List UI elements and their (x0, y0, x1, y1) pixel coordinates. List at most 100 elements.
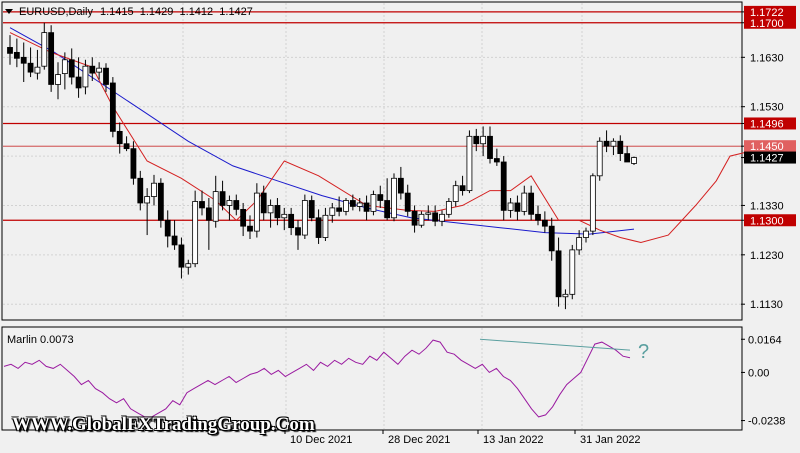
candle-body (528, 192, 535, 215)
candle-body (151, 182, 157, 197)
time-axis: 10 Dec 2021 28 Dec 2021 13 Jan 2022 31 Jan … (284, 430, 641, 446)
candle-body (253, 192, 260, 232)
main-grid (3, 3, 741, 319)
candle-body (466, 135, 473, 192)
candle-body (473, 135, 480, 145)
candle-body (233, 200, 240, 210)
slow-moving-average-line (9, 27, 635, 235)
candle-body (445, 201, 452, 215)
candle-body (68, 59, 75, 78)
candle-body (610, 140, 617, 147)
indicator-tick-label: 0.00 (748, 367, 769, 379)
candle-body (336, 207, 343, 212)
candle-body (493, 158, 500, 163)
candle-body (507, 202, 514, 211)
candle-body (432, 212, 439, 222)
candle-body (247, 225, 253, 232)
candle-body (439, 213, 445, 222)
candle-body (562, 293, 569, 298)
candle-body (624, 153, 631, 163)
candle-body (617, 140, 624, 154)
candle-body (20, 56, 27, 64)
candle-body (411, 210, 418, 226)
candle-body (89, 65, 96, 74)
candle-body (583, 230, 589, 238)
candle-body (205, 207, 212, 221)
candle-body (137, 177, 144, 204)
candle-body (487, 135, 493, 159)
ohlc-readout: 1.1415 1.1429 1.1412 1.1427 (100, 6, 253, 18)
candle-body (288, 213, 295, 229)
time-tick-label: 13 Jan 2022 (483, 434, 544, 446)
price-tick-label: 1.1130 (750, 299, 783, 311)
candle-body (103, 67, 109, 85)
candle-body (13, 51, 20, 59)
watermark-text: WWW.GlobalFXTradingGroup.Com (12, 414, 315, 435)
candle-body (7, 47, 13, 54)
candle-body (596, 140, 603, 177)
candle-body (459, 185, 466, 192)
price-tick-label: 1.1530 (750, 102, 784, 114)
fast-ma-path (9, 32, 765, 244)
candle-body (349, 200, 356, 207)
time-tick-label: 28 Dec 2021 (388, 434, 450, 446)
level-price-tag (744, 5, 796, 18)
level-price-label: 1.1722 (750, 7, 784, 19)
candle-body (55, 74, 61, 85)
candle-body (61, 59, 68, 75)
candle-body (109, 82, 116, 132)
candle-body (240, 208, 247, 227)
oscillator-path (3, 339, 631, 418)
candle-body (521, 192, 528, 212)
candle-body (391, 177, 397, 219)
level-price-label: 1.1700 (750, 18, 784, 30)
level-price-label: 1.1300 (750, 215, 784, 227)
divergence-question-mark: ? (638, 341, 649, 363)
candle-body (452, 185, 459, 202)
candle-body (425, 212, 432, 215)
indicator-label: Marlin 0.0073 (7, 334, 74, 346)
level-price-label: 1.1450 (750, 141, 784, 153)
fast-moving-average-line (9, 32, 765, 244)
candle-body (185, 263, 192, 268)
candle-body (308, 200, 315, 219)
symbol-timeframe-label: EURUSD,Daily (19, 6, 93, 18)
candle-body (219, 191, 226, 206)
candle-body (96, 67, 103, 73)
current-price-tag (744, 151, 796, 164)
level-price-tag (744, 16, 796, 29)
candle-body (41, 32, 48, 67)
candle-body (541, 219, 548, 227)
candle-body (315, 217, 322, 238)
candle-body (144, 196, 151, 204)
price-tick-label: 1.1230 (750, 250, 784, 262)
candle-body (480, 135, 487, 145)
candle-body (404, 192, 411, 212)
candle-body (548, 225, 555, 252)
candle-body (322, 214, 329, 238)
candle-body (199, 201, 205, 209)
level-price-label: 1.1496 (750, 118, 784, 130)
candle-body (301, 200, 308, 236)
slow-ma-path (9, 27, 635, 235)
candle-body (171, 235, 178, 246)
indicator-axis: 0.0164 0.00 -0.0238 (741, 334, 785, 428)
candle-body (157, 182, 164, 221)
candle-body (569, 249, 576, 295)
collapse-triangle-icon[interactable] (5, 9, 13, 14)
candle-body (384, 200, 391, 219)
candle-body (260, 192, 267, 214)
candle-body (370, 194, 377, 212)
candle-body (356, 202, 363, 207)
candle-body (397, 177, 404, 194)
candle-body (418, 213, 425, 226)
level-price-tag (744, 214, 796, 227)
candle-body (267, 205, 274, 214)
candle-body (123, 143, 130, 150)
candle-body (164, 219, 171, 237)
candle-body (589, 175, 596, 232)
candle-body (631, 157, 637, 164)
candle-body (329, 207, 336, 216)
